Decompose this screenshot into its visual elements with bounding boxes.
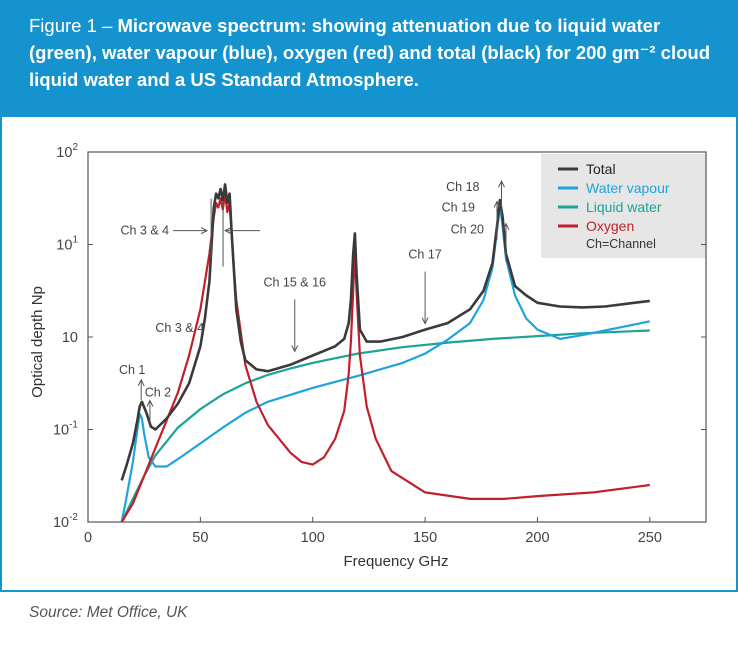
series-water-vapour [120, 204, 651, 523]
y-tick-label: 101 [56, 235, 78, 254]
annotation-label: Ch 17 [408, 248, 441, 262]
annotation-arrowhead [502, 222, 510, 230]
annotations: Ch 3 & 4 Ch 3 & 4 Ch 1Ch 2 Ch 15 & 16 Ch 17 C… [119, 180, 510, 423]
y-tick-label: 10-2 [53, 512, 78, 531]
x-tick-label: 0 [84, 530, 92, 546]
annotation-arrowhead [137, 378, 145, 387]
x-axis-label: Frequency GHz [343, 553, 448, 570]
series-oxygen [120, 192, 650, 523]
series-total [120, 183, 650, 481]
y-tick-label: 10 [62, 330, 78, 346]
annotation-label: Ch 20 [451, 223, 484, 237]
x-tick-label: 250 [638, 530, 662, 546]
annotation-label: Ch 15 & 16 [263, 275, 326, 289]
y-axis-label: Optical depth Np [29, 286, 46, 398]
y-tick-label: 102 [56, 142, 78, 161]
figure-banner: Figure 1 – Microwave spectrum: showing a… [0, 0, 738, 117]
chart-frame [0, 117, 738, 592]
legend-label: Oxygen [586, 218, 634, 234]
legend-label: Liquid water [586, 199, 662, 215]
source-note: Source: Met Office, UK [29, 604, 188, 621]
x-tick-label: 200 [525, 530, 549, 546]
annotation-label: Ch 18 [446, 180, 479, 194]
x-tick-label: 100 [301, 530, 325, 546]
annotation-arrowhead [200, 227, 209, 235]
axes: 0 50 100 150 200 250 102 101 10 10-1 10-2 [53, 142, 707, 546]
legend-note: Ch=Channel [586, 237, 656, 251]
annotation-label: Ch 1 [119, 363, 145, 377]
y-tick-label: 10-1 [53, 420, 78, 439]
annotation-arrowhead [421, 317, 429, 325]
legend-label: Water vapour [586, 180, 670, 196]
annotation-arrowhead [291, 345, 299, 353]
annotation-label: Ch 3 & 4 [155, 321, 204, 335]
annotation-arrowhead [498, 180, 505, 188]
legend: Total Water vapour Liquid water Oxygen Ch=Ch… [558, 161, 670, 251]
annotation-arrowhead [146, 399, 154, 407]
annotation-arrowhead [223, 227, 232, 235]
series-lines [120, 183, 651, 523]
annotation-label: Ch 2 [145, 386, 171, 400]
figure-label: Figure 1 – [29, 15, 118, 36]
figure-title: Microwave spectrum: showing attenuation … [29, 15, 710, 90]
x-tick-label: 50 [192, 530, 208, 546]
annotation-arrowhead [493, 200, 501, 208]
series-liquid-water [120, 329, 650, 523]
legend-label: Total [586, 161, 616, 177]
x-tick-label: 150 [413, 530, 437, 546]
annotation-label: Ch 19 [442, 201, 475, 215]
annotation-label: Ch 3 & 4 [120, 224, 169, 238]
